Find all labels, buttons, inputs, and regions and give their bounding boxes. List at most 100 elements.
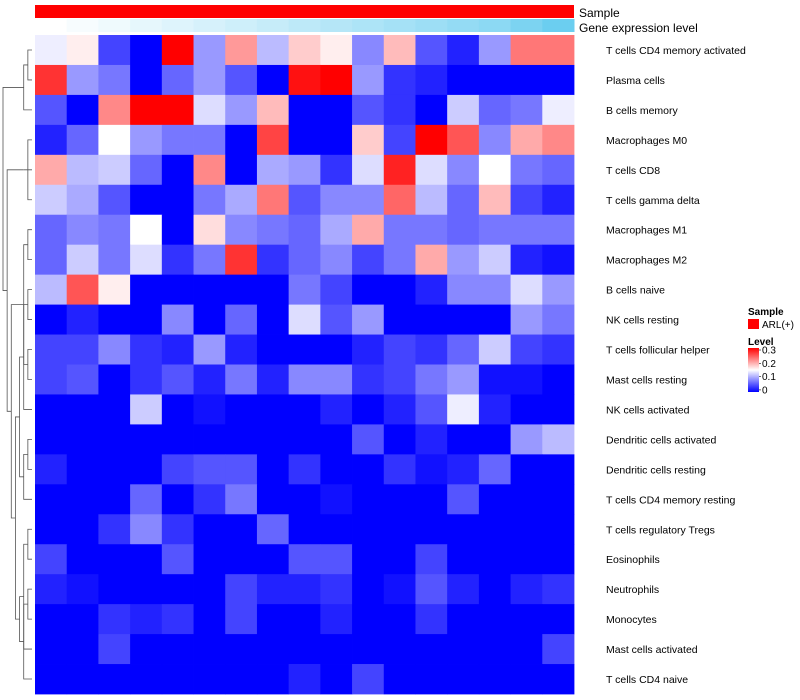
heatmap-cell (130, 454, 163, 485)
heatmap-cell (288, 214, 321, 246)
dendrogram-branch (19, 356, 24, 478)
heatmap-cell (256, 304, 290, 335)
heatmap-cell (161, 124, 194, 156)
heatmap-cell (161, 514, 194, 545)
heatmap-cell (193, 394, 226, 425)
heatmap-cell (352, 94, 385, 126)
heatmap-cell (35, 424, 68, 455)
heatmap-cell (510, 124, 543, 156)
annotation-cell-expression (225, 19, 258, 32)
heatmap-cell (66, 154, 99, 186)
heatmap-cell (415, 484, 448, 515)
heatmap-cell (352, 574, 385, 605)
heatmap-cell (510, 334, 543, 365)
heatmap-cell (383, 664, 416, 695)
heatmap-cell (320, 304, 353, 335)
heatmap-cell (320, 574, 353, 605)
heatmap-cell (193, 214, 226, 246)
heatmap-cell (447, 35, 480, 66)
heatmap-cell (383, 514, 416, 545)
heatmap-cell (193, 604, 226, 635)
legend-tick-label: 0.3 (762, 346, 776, 357)
heatmap-cell (320, 244, 353, 276)
heatmap-cell (478, 634, 511, 665)
heatmap-cell (256, 424, 290, 455)
heatmap-cell (542, 424, 575, 455)
heatmap-cell (478, 454, 511, 485)
heatmap-cell (542, 154, 575, 186)
heatmap-cell (415, 35, 448, 66)
heatmap-cell (161, 484, 194, 515)
heatmap-cell (256, 214, 290, 246)
heatmap-cell (510, 154, 543, 186)
heatmap-cell (447, 544, 480, 575)
dendrogram-branch (2, 87, 24, 291)
heatmap-cell (98, 394, 131, 425)
heatmap-cell (130, 124, 163, 156)
heatmap-cell (510, 604, 543, 635)
heatmap-cell (383, 364, 416, 395)
dendrogram-branch (27, 229, 32, 261)
heatmap-cell (288, 544, 321, 575)
heatmap-cell (320, 394, 353, 425)
heatmap-cell (256, 544, 290, 575)
row-label: Plasma cells (606, 75, 665, 87)
heatmap-cell (193, 35, 226, 66)
heatmap-cell (542, 304, 575, 335)
heatmap-cell (383, 604, 416, 635)
heatmap-cell (256, 484, 290, 515)
row-label: T cells follicular helper (606, 345, 710, 357)
heatmap-cell (98, 274, 131, 305)
heatmap-cell (256, 514, 290, 545)
heatmap-cell (256, 574, 290, 605)
heatmap-cell (542, 394, 575, 425)
heatmap-cell (256, 64, 290, 96)
heatmap-cell (225, 94, 258, 126)
heatmap-cell (383, 394, 416, 425)
dendrogram-branch (27, 438, 32, 470)
heatmap-cell (35, 664, 68, 695)
heatmap-cell (66, 604, 99, 635)
heatmap-cell (161, 544, 194, 575)
heatmap-cell (352, 184, 385, 216)
heatmap-cell (320, 604, 353, 635)
heatmap-cell (35, 484, 68, 515)
row-label: Macrophages M1 (606, 225, 687, 237)
heatmap-cell (542, 544, 575, 575)
heatmap-cell (288, 184, 321, 216)
heatmap-cell (383, 244, 416, 276)
heatmap-cell (256, 364, 290, 395)
heatmap-cell (288, 454, 321, 485)
annotation-label-expression: Gene expression level (579, 21, 698, 35)
heatmap-cell (288, 334, 321, 365)
heatmap-cell (288, 244, 321, 276)
heatmap-cell (320, 214, 353, 246)
heatmap-cell (383, 214, 416, 246)
row-label: Dendritic cells activated (606, 434, 716, 446)
annotation-cell-expression (288, 19, 321, 32)
heatmap-cell (478, 184, 511, 216)
heatmap-cell (510, 64, 543, 96)
dendrogram-branch (27, 49, 32, 81)
heatmap-cell (225, 214, 258, 246)
heatmap-cell (447, 64, 480, 96)
heatmap-cell (256, 394, 290, 425)
heatmap-cell (35, 214, 68, 246)
legend-ticks: 0.3 0.2 0.1 0 (759, 346, 776, 396)
heatmap-cell (98, 124, 131, 156)
heatmap-cell (35, 244, 68, 276)
heatmap-cell (352, 214, 385, 246)
heatmap-cell (415, 604, 448, 635)
row-label: T cells CD4 naive (606, 674, 688, 686)
dendrogram-branch (10, 304, 24, 519)
heatmap-cell (288, 604, 321, 635)
annotation-cell-expression (35, 19, 68, 32)
legend: Sample ARL(+) Level 0.3 0.2 0.1 0 (748, 307, 794, 396)
heatmap-cell (542, 604, 575, 635)
heatmap-cell (352, 364, 385, 395)
heatmap-cell (35, 394, 68, 425)
heatmap-cell (98, 154, 131, 186)
heatmap-cell (447, 484, 480, 515)
legend-color-bar (748, 348, 759, 392)
annotation-tracks (35, 5, 575, 32)
